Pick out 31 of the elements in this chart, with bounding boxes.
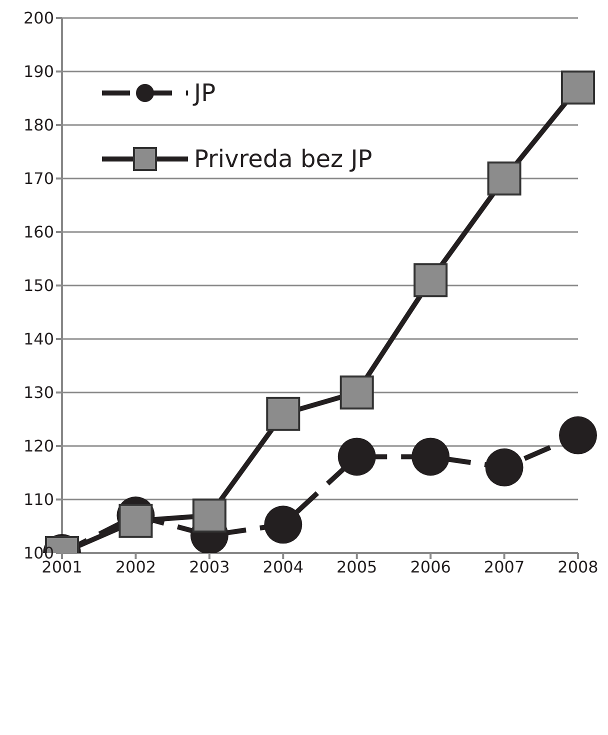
y-tick-label: 160 bbox=[23, 222, 54, 242]
x-tick-label: 2007 bbox=[484, 557, 525, 576]
x-tick-label: 2005 bbox=[336, 557, 378, 576]
x-tick-label: 2002 bbox=[115, 557, 156, 576]
x-tick-label: 2004 bbox=[262, 557, 304, 576]
legend-label: JP bbox=[194, 79, 216, 107]
y-tick-label: 140 bbox=[23, 330, 54, 349]
point bbox=[487, 162, 522, 196]
y-tick-label: 110 bbox=[23, 490, 54, 510]
point bbox=[340, 376, 374, 410]
y-tick-label: 200 bbox=[23, 8, 54, 28]
y-tick-label: 150 bbox=[23, 276, 54, 296]
x-tick-label: 2008 bbox=[558, 557, 598, 576]
point bbox=[338, 438, 376, 476]
point bbox=[264, 506, 302, 544]
y-tick-label: 170 bbox=[23, 169, 54, 188]
point bbox=[561, 70, 595, 105]
point bbox=[414, 263, 448, 298]
y-tick-label: 120 bbox=[23, 436, 54, 456]
point bbox=[559, 416, 597, 454]
y-tick-label: 180 bbox=[23, 116, 54, 135]
legend-label: Privreda bez JP bbox=[194, 145, 372, 173]
x-tick-label: 2006 bbox=[410, 557, 451, 576]
point bbox=[485, 448, 524, 486]
y-tick-label: 190 bbox=[23, 62, 54, 82]
point bbox=[412, 438, 450, 476]
x-tick-label: 2003 bbox=[189, 557, 230, 576]
point bbox=[118, 504, 153, 538]
point bbox=[266, 396, 300, 431]
point bbox=[192, 498, 226, 533]
y-tick-label: 130 bbox=[23, 383, 54, 402]
